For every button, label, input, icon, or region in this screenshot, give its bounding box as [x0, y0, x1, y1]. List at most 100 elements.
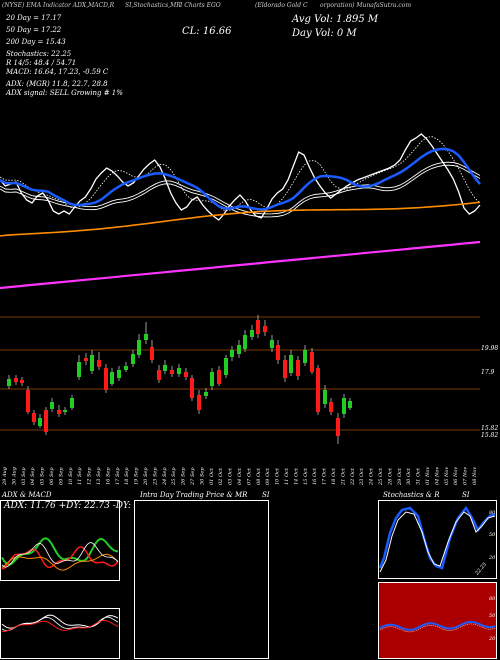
adx-macd-panel — [0, 500, 120, 659]
x-tick-label: 04 Sep — [30, 467, 36, 485]
candle-body — [243, 335, 247, 349]
x-tick-label: 31 Oct — [416, 467, 422, 485]
x-tick-label: 05 Sep — [40, 467, 46, 485]
x-tick-label: 06 Sep — [49, 467, 55, 485]
x-tick-label: 28 Oct — [387, 467, 393, 486]
header-item-4: (Eldorado Gold C — [255, 2, 308, 9]
x-tick-label: 18 Oct — [331, 467, 337, 485]
stoch-label-80: 80 — [489, 510, 496, 516]
adx-lines — [1, 537, 119, 571]
x-tick-label: 08 Nov — [472, 467, 478, 485]
legend-macd: MACD: 16.64, 17.23, -0.59 C — [6, 68, 109, 76]
adx-macd-title: ADX & MACD — [2, 491, 52, 499]
candle-body — [26, 390, 30, 412]
legend-adx: ADX: (MGR) 11.8, 22.7, 28.8 — [6, 80, 108, 88]
x-tick-label: 04 Oct — [237, 467, 243, 485]
candle-body — [110, 372, 114, 384]
x-tick-label: 29 Aug — [2, 467, 8, 486]
x-tick-label: 02 Oct — [218, 467, 224, 485]
candle-body — [276, 345, 280, 360]
candle-body — [323, 390, 327, 404]
ema-20-line — [0, 147, 481, 211]
rsi-lines — [379, 620, 496, 633]
candle-body — [14, 378, 18, 382]
ma-100-line — [0, 201, 481, 237]
mrsi-line — [379, 623, 496, 633]
candle-body — [270, 340, 274, 348]
candle-body — [144, 334, 148, 340]
candle-body — [250, 330, 254, 337]
stoch-label-20: 20 — [489, 555, 496, 561]
candle-body — [163, 365, 167, 371]
adx-readout: ADX: 11.76 +DY: 22.73 -DY: 28.79 — [4, 501, 160, 511]
avg-volume: Avg Vol: 1.895 M — [292, 14, 379, 25]
stochastics-panel — [378, 500, 497, 659]
candle-body — [50, 402, 54, 409]
intraday-title: Intra Day Trading Price & MR — [140, 491, 248, 499]
ema-panel — [0, 133, 481, 290]
legend-adx-signal: ADX signal: SELL Growing # 1% — [6, 89, 123, 97]
x-tick-label: 29 Oct — [397, 467, 403, 486]
ema-200-line — [0, 240, 481, 290]
close-price: CL: 16.66 — [182, 26, 232, 37]
x-tick-label: 25 Oct — [378, 467, 384, 486]
day-volume: Day Vol: 0 M — [292, 28, 357, 39]
x-tick-label: 30 Sep — [199, 467, 205, 485]
candle-body — [329, 402, 333, 412]
x-tick-label: 17 Oct — [322, 467, 328, 485]
candle-body — [316, 368, 320, 412]
x-tick-label: 16 Sep — [105, 467, 111, 485]
x-tick-label: 27 Sep — [190, 467, 196, 486]
x-tick-label: 05 Nov — [444, 467, 450, 485]
candle-body — [63, 410, 67, 412]
candle-body — [263, 326, 267, 332]
x-tick-label: 24 Oct — [369, 467, 375, 486]
x-tick-label: 14 Oct — [293, 467, 299, 485]
stoch-d-line — [379, 511, 496, 573]
macd-lines — [1, 614, 119, 633]
header-item-3: I Charts EGO — [180, 2, 221, 9]
adx-white-line — [1, 542, 119, 568]
candle-body — [70, 398, 74, 408]
x-tick-label: 10 Oct — [275, 467, 281, 485]
candle-body — [256, 320, 260, 334]
stoch-title: Stochastics & R — [383, 491, 440, 499]
intraday-title-si: SI — [262, 491, 270, 499]
x-tick-label: 17 Sep — [115, 467, 121, 485]
candle-body — [348, 401, 352, 408]
x-tick-label: 21 Oct — [340, 467, 346, 486]
candle-body — [303, 350, 307, 363]
x-tick-label: 30 Aug — [11, 467, 17, 485]
candle-body — [210, 372, 214, 386]
x-tick-label: 13 Sep — [96, 467, 102, 485]
x-tick-label: 03 Sep — [21, 467, 27, 485]
macd-histogram-line — [1, 619, 119, 633]
candle-body — [90, 355, 94, 371]
x-tick-label: 09 Oct — [265, 467, 271, 485]
x-tick-label: 06 Nov — [453, 467, 459, 485]
stoch-label-50: 50 — [489, 532, 496, 538]
candle-body — [336, 418, 340, 436]
short-ma-dotted — [0, 136, 481, 211]
price-label-top: 19.98 — [481, 345, 499, 352]
candle-body — [289, 355, 293, 373]
x-tick-label: 12 Sep — [87, 467, 93, 485]
rsi-label-50: 50 — [489, 613, 496, 619]
candle-body — [204, 392, 208, 396]
candle-body — [296, 360, 300, 376]
candle-body — [224, 358, 228, 375]
adx-frame — [0, 500, 120, 581]
x-tick-label: 09 Sep — [58, 467, 64, 485]
header-item-1: (NYSE) EMA Indicator ADX,MACD,R — [2, 2, 115, 9]
candle-body — [97, 360, 101, 367]
x-tick-label: 01 Nov — [425, 467, 431, 485]
header-item-2: SI,Stochastics,MR — [125, 2, 181, 9]
x-tick-label: 22 Oct — [350, 467, 356, 486]
x-tick-label: 23 Sep — [152, 467, 158, 486]
candle-body — [131, 354, 135, 364]
x-tick-label: 18 Sep — [124, 467, 130, 485]
legend-stochastics: Stochastics: 22.25 — [6, 50, 72, 58]
price-label-mid: 17.9 — [481, 369, 495, 376]
header-item-5: orporation) MunafaSutra.com — [320, 2, 412, 9]
candle-body — [84, 358, 88, 361]
